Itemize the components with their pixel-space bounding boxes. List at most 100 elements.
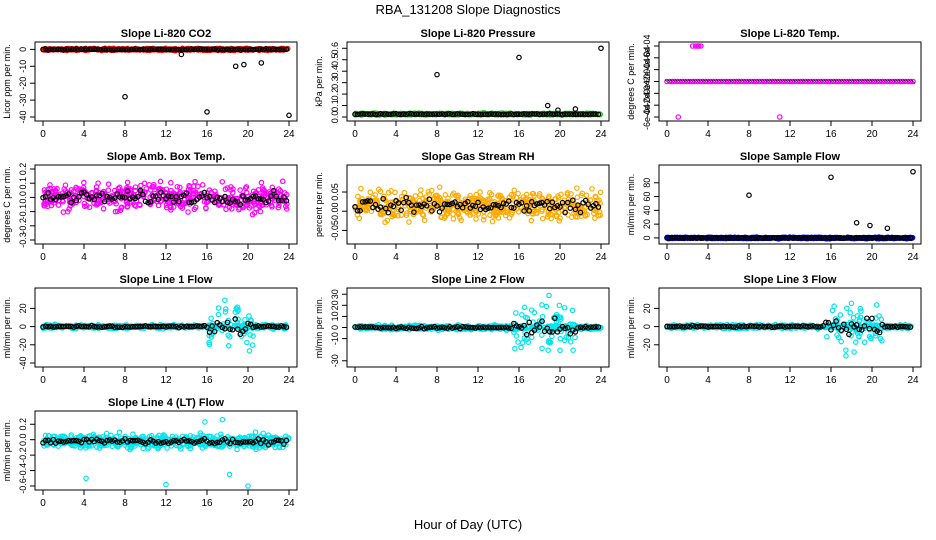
mean-point xyxy=(359,199,366,205)
data-point xyxy=(243,202,250,208)
data-point xyxy=(382,219,388,226)
mean-point xyxy=(68,46,74,53)
x-tick-label: 24 xyxy=(907,129,919,140)
data-point xyxy=(137,202,143,208)
data-point xyxy=(267,190,274,197)
mean-point xyxy=(91,46,98,53)
x-tick-label: 12 xyxy=(472,252,484,263)
mean-point xyxy=(475,111,481,117)
x-tick-label: 20 xyxy=(554,129,566,140)
mean-point xyxy=(193,46,200,53)
data-point xyxy=(381,193,387,200)
mean-point xyxy=(385,111,392,118)
x-tick-label: 0 xyxy=(664,375,670,386)
mean-point xyxy=(163,46,169,53)
mean-point xyxy=(129,46,136,53)
mean-point xyxy=(283,198,290,204)
data-point xyxy=(417,191,424,198)
data-point xyxy=(105,187,112,194)
y-tick-label: 0 xyxy=(18,47,28,52)
mean-point xyxy=(50,46,57,53)
data-point xyxy=(455,209,461,216)
mean-point xyxy=(426,196,433,203)
mean-point xyxy=(124,46,131,53)
mean-point xyxy=(449,111,456,118)
y-tick-label: 0.00 xyxy=(330,202,340,220)
panel-title: Slope Sample Flow xyxy=(740,151,841,163)
y-tick-label: 0 xyxy=(642,235,652,240)
data-point xyxy=(242,185,249,191)
mean-point xyxy=(176,198,182,205)
data-point xyxy=(515,190,521,197)
mean-point xyxy=(250,46,256,53)
mean-point xyxy=(232,198,238,205)
mean-point xyxy=(224,46,231,52)
data-point xyxy=(68,187,75,193)
data-point xyxy=(557,347,563,354)
data-point xyxy=(569,307,576,314)
mean-point xyxy=(398,111,404,118)
x-tick-label: 8 xyxy=(434,375,440,386)
mean-point xyxy=(567,111,574,117)
data-point xyxy=(455,194,461,200)
mean-point xyxy=(418,111,425,117)
x-tick-label: 24 xyxy=(907,375,919,386)
data-point xyxy=(838,338,845,345)
y-tick-label: 0.2 xyxy=(330,88,340,101)
data-point xyxy=(843,347,849,353)
mean-point xyxy=(78,46,85,52)
mean-point xyxy=(88,46,95,53)
data-point xyxy=(48,202,55,209)
data-point xyxy=(208,315,214,322)
mean-point xyxy=(124,188,131,194)
y-tick-label: -20 xyxy=(642,338,652,351)
data-point xyxy=(513,310,519,316)
x-tick-label: 16 xyxy=(825,129,837,140)
data-point xyxy=(438,214,444,221)
mean-point xyxy=(526,111,533,118)
data-point xyxy=(495,215,502,221)
outlier-point xyxy=(434,71,440,78)
mean-point xyxy=(206,46,213,53)
data-point xyxy=(222,186,229,193)
data-point xyxy=(118,204,125,211)
mean-point xyxy=(83,191,90,198)
mean-point xyxy=(53,46,59,53)
mean-point xyxy=(165,193,172,199)
mean-point xyxy=(593,111,599,117)
x-tick-label: 4 xyxy=(81,252,87,263)
mean-point xyxy=(500,111,507,118)
data-point xyxy=(203,205,209,211)
x-tick-label: 8 xyxy=(746,129,752,140)
data-point xyxy=(373,198,380,205)
data-point xyxy=(47,182,53,188)
mean-point xyxy=(470,110,476,117)
data-point xyxy=(523,191,530,198)
x-tick-label: 4 xyxy=(705,252,711,263)
mean-point xyxy=(101,198,108,205)
mean-point xyxy=(73,46,80,52)
outlier-point xyxy=(910,168,916,175)
data-point xyxy=(557,215,563,221)
y-tick-label: 20 xyxy=(642,303,652,313)
y-tick-label: 20 xyxy=(330,300,340,310)
mean-point xyxy=(400,111,407,117)
x-tick-label: 20 xyxy=(242,252,254,263)
y-axis-label: kPa per min. xyxy=(314,56,324,107)
mean-point xyxy=(137,187,144,194)
x-tick-label: 0 xyxy=(664,129,670,140)
data-point xyxy=(421,217,428,224)
data-point xyxy=(131,202,138,209)
mean-point xyxy=(234,46,241,52)
x-tick-label: 12 xyxy=(160,375,172,386)
data-point xyxy=(356,215,363,222)
data-point xyxy=(572,334,578,341)
plot-frame xyxy=(658,164,922,245)
data-point xyxy=(124,179,131,186)
data-point xyxy=(574,185,580,191)
data-point xyxy=(222,297,228,304)
mean-point xyxy=(441,111,448,118)
mean-point xyxy=(127,46,133,53)
